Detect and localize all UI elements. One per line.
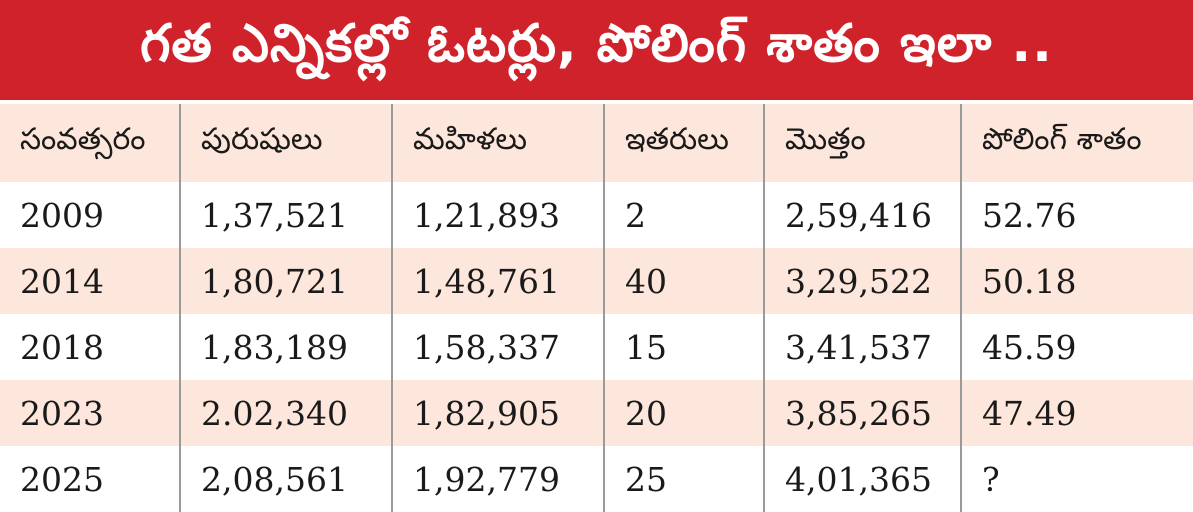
cell-year: 2009: [0, 182, 180, 248]
cell-total: 3,41,537: [763, 314, 961, 380]
header-polling-percent: పోలింగ్ శాతం: [960, 104, 1193, 182]
cell-others: 2: [603, 182, 764, 248]
cell-men: 1,37,521: [179, 182, 392, 248]
cell-total: 2,59,416: [763, 182, 961, 248]
voter-statistics-table: సంవత్సరం పురుషులు మహిళలు ఇతరులు మొత్తం ప…: [0, 104, 1193, 512]
cell-total: 3,85,265: [763, 380, 961, 446]
header-total: మొత్తం: [763, 104, 961, 182]
cell-men: 2,08,561: [179, 446, 392, 512]
cell-women: 1,92,779: [391, 446, 604, 512]
title-banner: గత ఎన్నికల్లో ఓటర్లు, పోలింగ్ శాతం ఇలా .…: [0, 0, 1193, 100]
cell-others: 20: [603, 380, 764, 446]
cell-polling-percent: 50.18: [960, 248, 1193, 314]
cell-polling-percent: 52.76: [960, 182, 1193, 248]
table-row: 2009 1,37,521 1,21,893 2 2,59,416 52.76: [0, 182, 1193, 248]
cell-women: 1,58,337: [391, 314, 604, 380]
cell-women: 1,21,893: [391, 182, 604, 248]
table-row: 2023 2.02,340 1,82,905 20 3,85,265 47.49: [0, 380, 1193, 446]
header-men: పురుషులు: [179, 104, 392, 182]
cell-women: 1,82,905: [391, 380, 604, 446]
cell-others: 25: [603, 446, 764, 512]
header-women: మహిళలు: [391, 104, 604, 182]
table-header-row: సంవత్సరం పురుషులు మహిళలు ఇతరులు మొత్తం ప…: [0, 104, 1193, 182]
table-row: 2025 2,08,561 1,92,779 25 4,01,365 ?: [0, 446, 1193, 512]
cell-year: 2023: [0, 380, 180, 446]
cell-year: 2014: [0, 248, 180, 314]
cell-total: 3,29,522: [763, 248, 961, 314]
header-others: ఇతరులు: [603, 104, 764, 182]
cell-year: 2018: [0, 314, 180, 380]
cell-others: 15: [603, 314, 764, 380]
cell-men: 1,83,189: [179, 314, 392, 380]
cell-men: 1,80,721: [179, 248, 392, 314]
cell-total: 4,01,365: [763, 446, 961, 512]
header-year: సంవత్సరం: [0, 104, 180, 182]
cell-polling-percent: 45.59: [960, 314, 1193, 380]
cell-women: 1,48,761: [391, 248, 604, 314]
cell-others: 40: [603, 248, 764, 314]
cell-men: 2.02,340: [179, 380, 392, 446]
table-row: 2014 1,80,721 1,48,761 40 3,29,522 50.18: [0, 248, 1193, 314]
cell-polling-percent: 47.49: [960, 380, 1193, 446]
cell-year: 2025: [0, 446, 180, 512]
cell-polling-percent: ?: [960, 446, 1193, 512]
table-row: 2018 1,83,189 1,58,337 15 3,41,537 45.59: [0, 314, 1193, 380]
